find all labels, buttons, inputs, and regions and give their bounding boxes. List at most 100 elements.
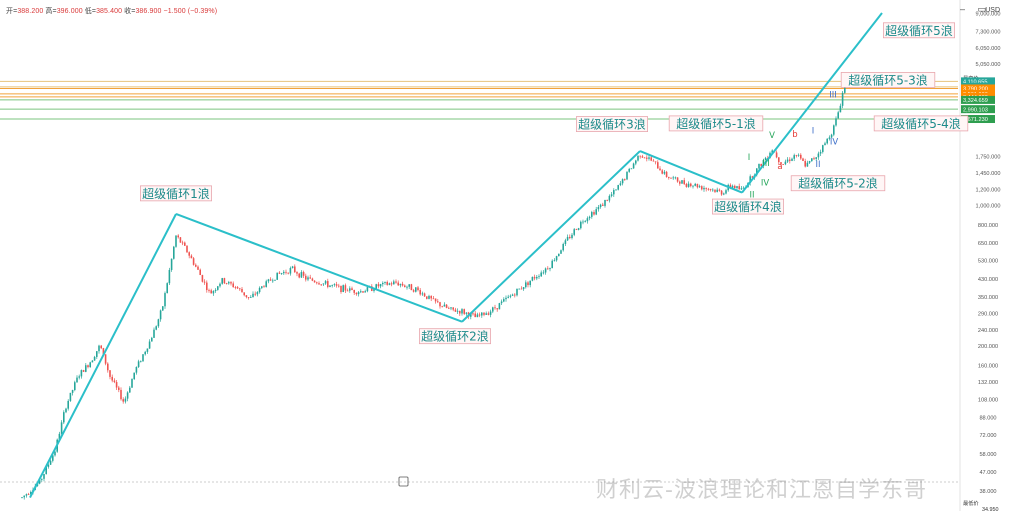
candle-body-55 <box>142 354 144 362</box>
candle-body-110 <box>263 286 265 288</box>
candle-body-85 <box>208 290 210 291</box>
window-controls: – ▭ <box>950 4 986 15</box>
candle-body-304 <box>690 183 692 187</box>
candle-body-344 <box>778 157 780 163</box>
candle-body-14 <box>52 455 54 461</box>
candle-body-80 <box>197 266 199 270</box>
candle-body-100 <box>241 288 243 293</box>
restore-icon[interactable]: ▭ <box>977 4 986 14</box>
wave-label-3: 超级循环4浪 <box>714 199 782 214</box>
candle-body-43 <box>115 382 118 388</box>
candle-body-146 <box>342 285 344 293</box>
candle-body-265 <box>604 199 606 206</box>
candle-body-261 <box>595 209 597 215</box>
candle-body-323 <box>731 185 734 188</box>
candle-body-273 <box>621 179 624 184</box>
axis-badge-1: 4,110.655 <box>961 77 995 86</box>
sub-wave-label-9: III <box>829 90 837 100</box>
candle-body-282 <box>641 156 644 158</box>
candle-body-102 <box>245 295 248 298</box>
candle-body-91 <box>221 278 223 284</box>
candle-body-350 <box>791 158 793 161</box>
candle-body-278 <box>632 163 635 169</box>
candle-body-90 <box>219 283 221 287</box>
candle-body-99 <box>239 288 241 290</box>
wave-trend-line-1 <box>29 213 177 499</box>
y-tick-label-2: 6,050.000 <box>976 46 1001 52</box>
candle-body-45 <box>120 389 122 400</box>
candle-body-169 <box>393 281 395 285</box>
candle-body-178 <box>412 290 415 292</box>
sub-wave-label-0: I <box>748 153 751 163</box>
wave-label-6: 超级循环5-2浪 <box>798 176 878 191</box>
candle-body-274 <box>624 179 626 180</box>
candle-body-174 <box>404 285 406 288</box>
candle-body-199 <box>459 310 461 314</box>
candle-body-116 <box>276 272 278 280</box>
candle-body-148 <box>346 290 349 292</box>
candle-body-364 <box>822 145 824 152</box>
wave-label-2: 超级循环3浪 <box>578 117 646 132</box>
candle-body-157 <box>366 287 369 292</box>
candle-body-232 <box>531 276 534 281</box>
candle-body-142 <box>333 284 336 286</box>
candle-body-84 <box>206 282 208 291</box>
candle-body-218 <box>500 301 503 304</box>
candle-body-118 <box>280 273 283 274</box>
candle-body-30 <box>87 365 89 368</box>
candle-body-193 <box>445 304 448 308</box>
candle-body-57 <box>146 348 149 352</box>
candle-body-268 <box>610 194 613 196</box>
candle-body-62 <box>157 319 160 327</box>
ohlc-readout: 开=388.200 高=396.000 低=385.400 收=386.900 … <box>6 8 218 15</box>
candle-body-316 <box>716 189 718 192</box>
candle-body-51 <box>133 372 135 380</box>
candle-body-180 <box>417 287 419 291</box>
candle-body-347 <box>784 161 787 165</box>
candle-body-284 <box>646 157 648 159</box>
candle-body-105 <box>252 293 254 298</box>
candle-body-346 <box>782 164 784 166</box>
candle-body-281 <box>639 155 641 157</box>
candle-body-303 <box>687 183 690 187</box>
candle-body-156 <box>364 291 366 293</box>
wave-trend-line-3 <box>461 150 641 323</box>
candle-body-144 <box>338 285 340 287</box>
candle-body-161 <box>375 284 377 290</box>
candle-body-187 <box>432 298 435 300</box>
candle-body-374 <box>844 83 846 93</box>
candle-body-56 <box>144 351 146 355</box>
candle-body-272 <box>619 183 622 186</box>
candle-body-202 <box>465 312 468 314</box>
candle-body-327 <box>740 188 743 190</box>
candle-body-128 <box>302 272 305 276</box>
sub-wave-label-8: II <box>815 160 820 170</box>
candle-body-287 <box>652 160 655 162</box>
candle-body-54 <box>140 361 142 363</box>
candle-body-194 <box>448 307 450 309</box>
candle-body-362 <box>817 153 820 158</box>
candle-body-182 <box>421 293 424 295</box>
candle-body-138 <box>324 281 327 284</box>
candle-body-176 <box>408 284 410 287</box>
candle-body-78 <box>192 258 195 265</box>
low-value: 385.400 <box>96 8 123 15</box>
candle-body-235 <box>538 276 540 278</box>
y-tick-label-30: 58.000 <box>979 452 996 458</box>
candle-body-92 <box>223 278 226 284</box>
candle-body-4 <box>30 491 32 495</box>
candle-body-164 <box>382 282 384 285</box>
candle-body-320 <box>725 190 727 194</box>
close-value: 386.900 <box>135 8 162 15</box>
candle-body-77 <box>190 255 193 259</box>
candle-body-1 <box>23 495 25 498</box>
y-tick-label-28: 88.000 <box>979 415 996 421</box>
minimize-icon[interactable]: – <box>959 4 965 14</box>
high-value: 396.000 <box>56 8 83 15</box>
candle-body-298 <box>676 177 679 182</box>
candle-body-18 <box>60 422 63 434</box>
y-tick-label-14: 1,450.000 <box>976 171 1001 177</box>
candle-body-306 <box>694 183 696 186</box>
